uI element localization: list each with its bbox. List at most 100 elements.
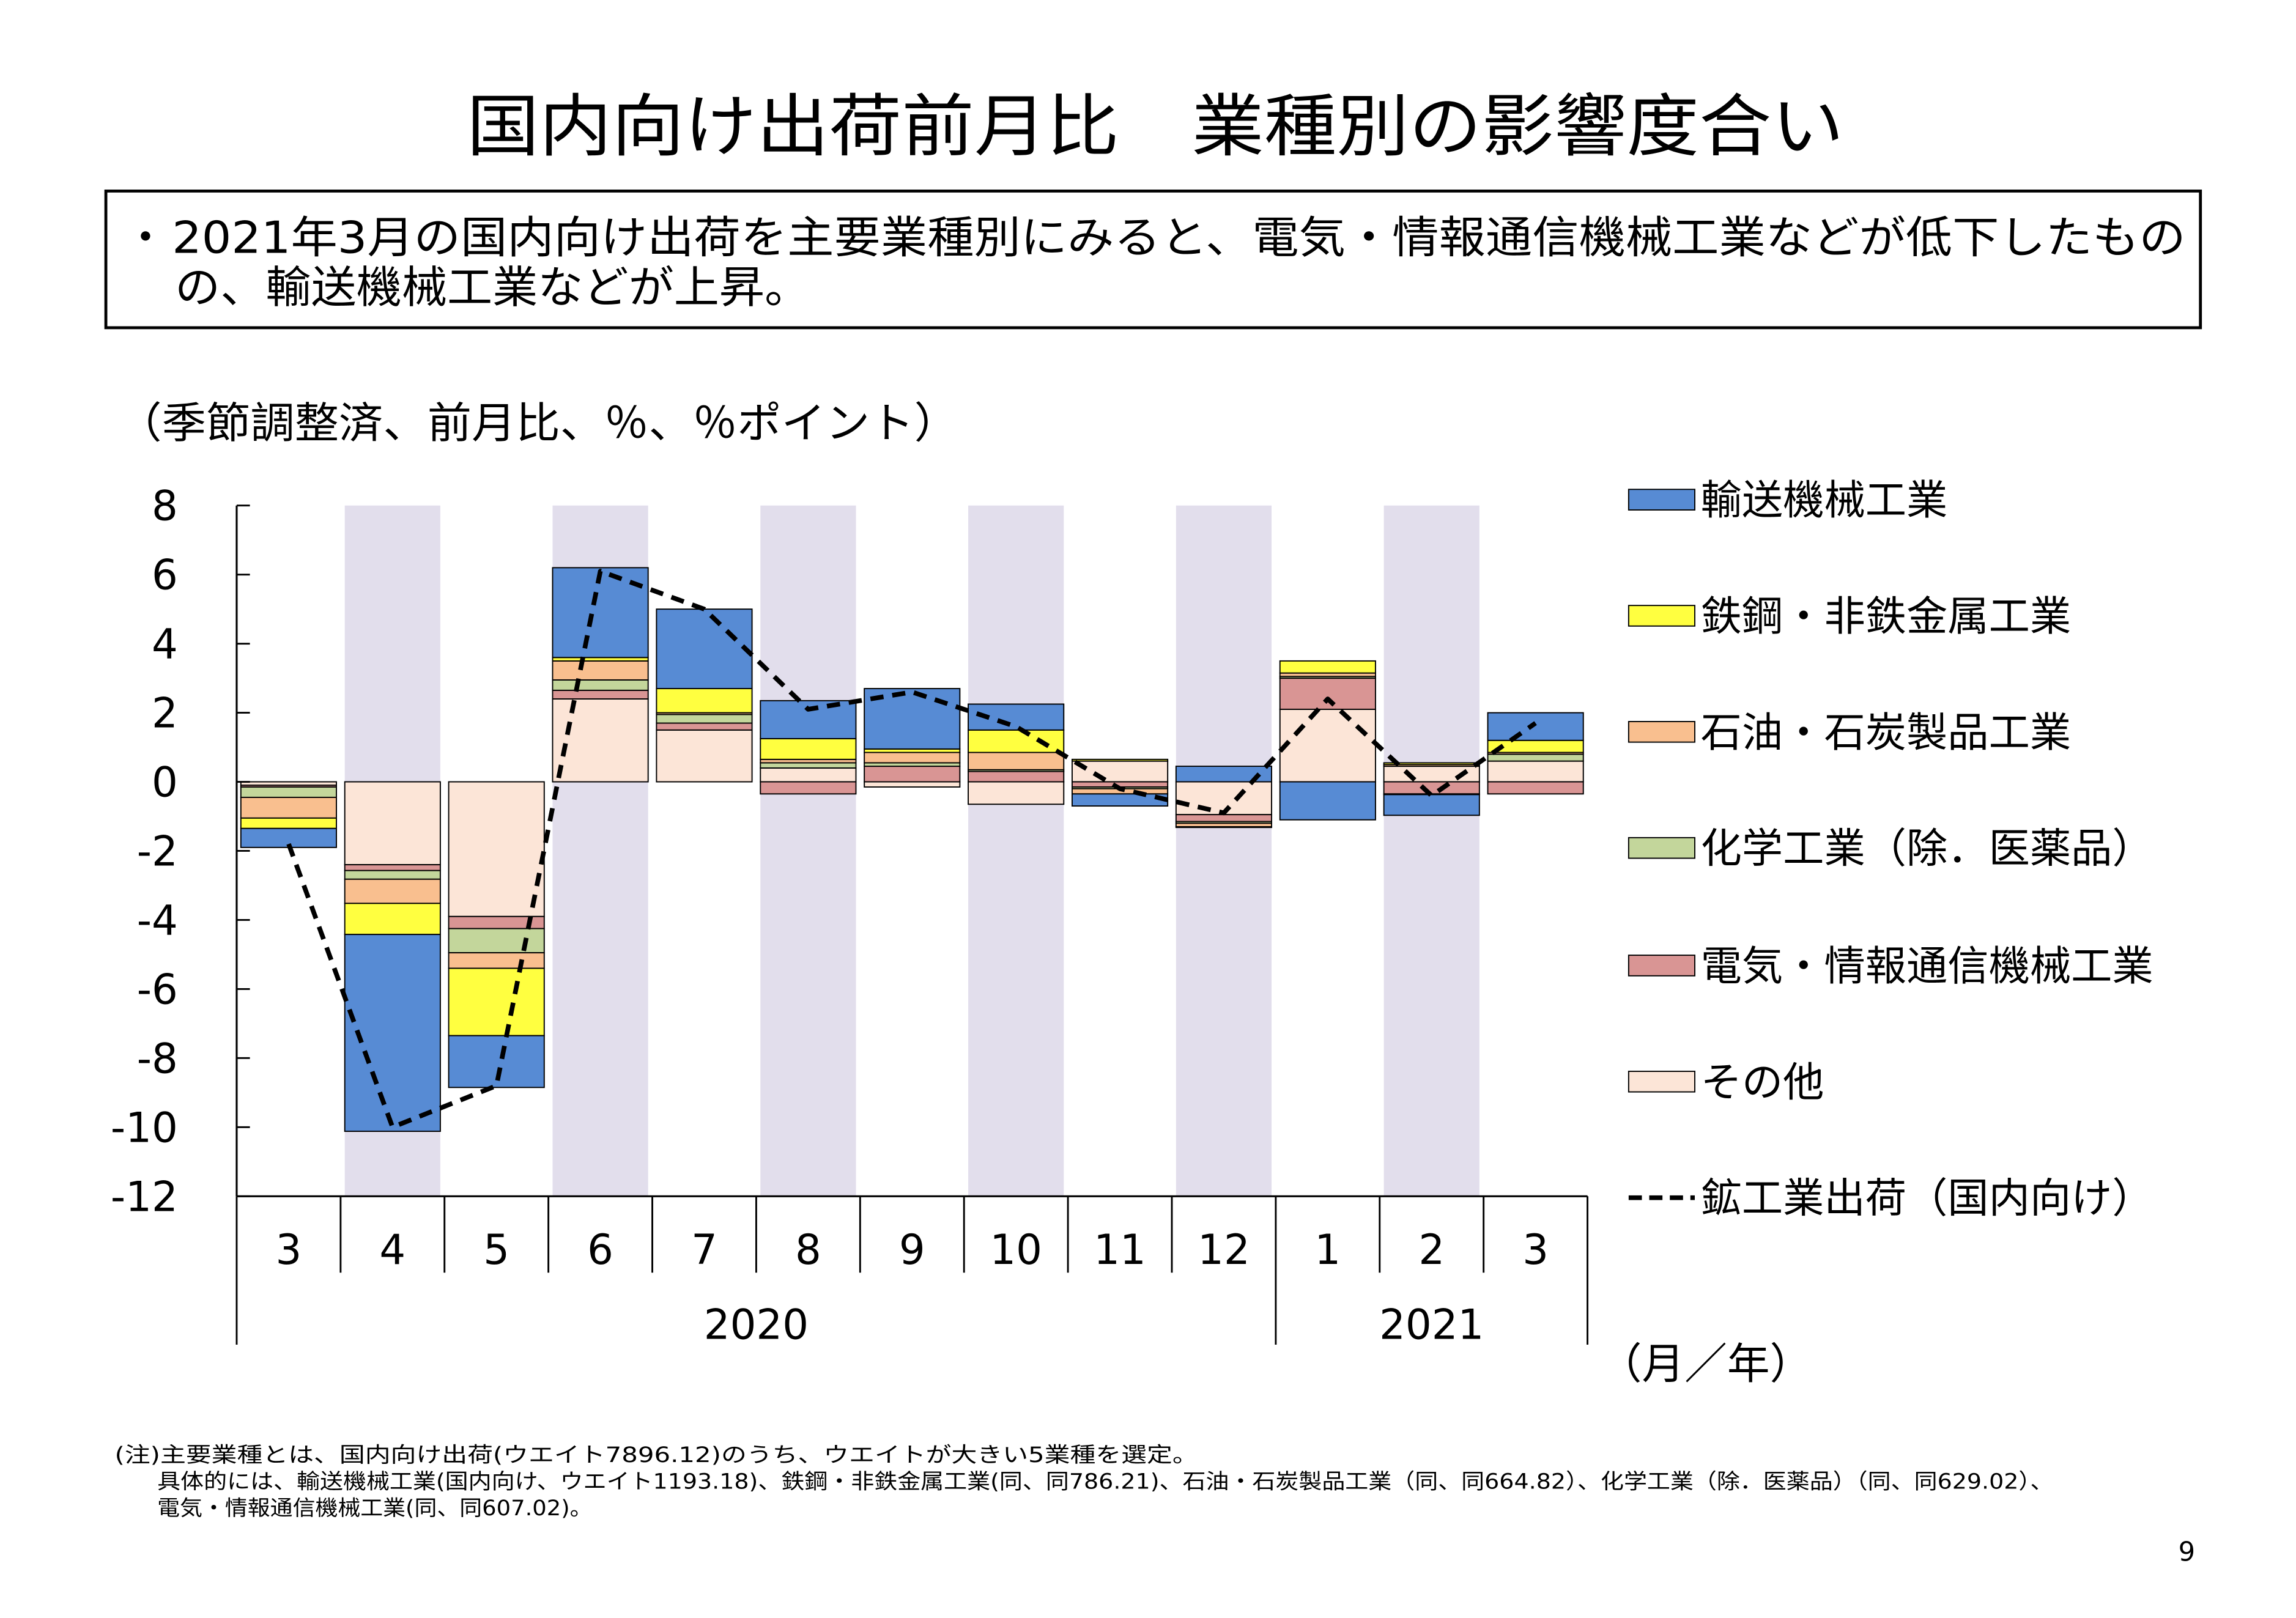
bar-segment-series-2 <box>864 752 961 764</box>
bar-stack <box>552 567 649 783</box>
y-tick-label: -8 <box>137 1035 178 1082</box>
bar-segment-series-3 <box>240 786 337 798</box>
bar-segment-series-0 <box>656 608 753 690</box>
bar-segment-series-4 <box>968 770 1065 783</box>
bar-segment-series-1 <box>344 903 441 936</box>
bar-segment-series-5 <box>968 781 1065 805</box>
bar-segment-series-5 <box>1071 760 1169 783</box>
page-title: 国内向け出荷前月比 業種別の影響度合い <box>467 87 1844 166</box>
bar-stack <box>656 608 753 783</box>
bar-segment-series-1 <box>1071 758 1169 762</box>
bar-segment-series-5 <box>760 767 857 783</box>
bar-segment-series-2 <box>968 752 1065 770</box>
legend-swatch <box>1628 721 1695 743</box>
bar-segment-series-4 <box>552 689 649 700</box>
summary-line-1: 2021年3月の国内向け出荷を主要業種別にみると、電気・情報通信機械工業などが低… <box>172 212 2185 264</box>
bar-segment-series-2 <box>448 952 545 969</box>
y-tick-label: -2 <box>137 828 178 876</box>
legend-label: 石油・石炭製品工業 <box>1701 709 2072 756</box>
x-tick-label: 2 <box>1418 1226 1445 1274</box>
y-tick-label: 8 <box>152 482 178 530</box>
y-axis-unit-label: （季節調整済、前月比、％、％ポイント） <box>117 399 958 448</box>
bar-segment-series-3 <box>760 762 857 769</box>
line-layer <box>286 569 1537 1130</box>
x-group-label: 2020 <box>704 1301 809 1348</box>
stacked-bars <box>240 567 1584 1132</box>
axes <box>235 504 1589 1345</box>
summary-box-frame <box>104 190 2202 330</box>
legend-swatch <box>1628 605 1695 627</box>
bar-segment-series-0 <box>1487 712 1584 741</box>
bar-segment-series-3 <box>448 928 545 954</box>
legend-label: 電気・情報通信機械工業 <box>1701 942 2153 990</box>
y-tick-label: -6 <box>137 966 178 1013</box>
y-tick-label: 6 <box>152 552 178 599</box>
bar-segment-series-1 <box>240 817 337 829</box>
bar-stack <box>1487 712 1584 795</box>
bar-segment-series-1 <box>1279 660 1376 674</box>
bar-stack <box>1383 762 1480 816</box>
legend-label: 鉄鋼・非鉄金属工業 <box>1701 593 2072 640</box>
y-tick-label: -4 <box>137 896 178 944</box>
bar-segment-series-2 <box>344 878 441 904</box>
x-tick-label: 4 <box>379 1226 406 1274</box>
bar-segment-series-4 <box>760 781 857 795</box>
bar-segment-series-0 <box>1279 781 1376 821</box>
bar-stack <box>760 700 857 795</box>
bar-stack <box>968 703 1065 805</box>
x-axis-unit-label: （月／年） <box>1599 1339 1812 1389</box>
x-tick-label: 11 <box>1094 1226 1146 1274</box>
summary-line-2: の、輸送機械工業などが上昇。 <box>175 262 810 314</box>
shaded-band <box>1383 505 1479 1197</box>
y-tick-label: -12 <box>111 1173 178 1221</box>
bar-stack <box>344 781 441 1132</box>
bar-segment-series-2 <box>552 660 649 681</box>
bar-segment-series-5 <box>552 698 649 783</box>
bar-segment-series-1 <box>448 967 545 1036</box>
x-tick-label: 9 <box>899 1226 925 1274</box>
bar-segment-series-5 <box>864 781 961 788</box>
footnote-line: 具体的には、輸送機械工業(国内向け、ウエイト1193.18)、鉄鋼・非鉄金属工業… <box>157 1470 2053 1494</box>
bar-segment-series-3 <box>552 679 649 691</box>
bar-segment-series-4 <box>1487 781 1584 795</box>
y-tick-label: 4 <box>152 621 178 668</box>
y-tick-label: -10 <box>111 1104 178 1151</box>
x-tick-label: 3 <box>276 1226 302 1274</box>
bar-segment-series-5 <box>656 729 753 783</box>
bar-segment-series-4 <box>1279 678 1376 710</box>
bar-segment-series-5 <box>344 781 441 866</box>
bar-segment-series-4 <box>344 864 441 871</box>
shaded-band <box>1176 505 1272 1197</box>
legend-item: 化学工業（除．医薬品） <box>1628 825 2153 873</box>
bar-segment-series-0 <box>1383 794 1480 816</box>
bar-segment-series-3 <box>656 714 753 724</box>
legend-item: 電気・情報通信機械工業 <box>1628 942 2153 990</box>
bar-segment-series-0 <box>968 703 1065 731</box>
bar-segment-series-1 <box>968 729 1065 753</box>
bar-stack <box>1071 758 1169 807</box>
legend-item: 石油・石炭製品工業 <box>1628 709 2072 756</box>
x-tick-label: 12 <box>1198 1226 1250 1274</box>
bar-segment-series-4 <box>1383 781 1480 795</box>
legend-swatch <box>1628 955 1695 977</box>
legend-item: その他 <box>1628 1058 1824 1106</box>
shaded-band <box>968 505 1064 1197</box>
y-tick-label: 0 <box>152 759 178 807</box>
bar-segment-series-0 <box>1071 793 1169 807</box>
legend-label: 輸送機械工業 <box>1701 476 1948 524</box>
legend: 輸送機械工業 鉄鋼・非鉄金属工業 石油・石炭製品工業 化学工業（除．医薬品） 電… <box>1628 476 2153 1222</box>
x-tick-label: 1 <box>1314 1226 1341 1274</box>
y-tick-label: 2 <box>152 690 178 737</box>
x-group-label: 2021 <box>1379 1301 1484 1348</box>
legend-item: 鉄鋼・非鉄金属工業 <box>1628 593 2072 640</box>
bar-segment-series-3 <box>1487 753 1584 762</box>
footnote-line: 電気・情報通信機械工業(同、同607.02)。 <box>157 1496 592 1521</box>
bar-segment-series-4 <box>864 766 961 783</box>
bar-segment-series-1 <box>760 737 857 760</box>
bar-segment-series-4 <box>656 722 753 731</box>
bar-segment-series-2 <box>240 796 337 819</box>
bar-stack <box>448 781 545 1088</box>
